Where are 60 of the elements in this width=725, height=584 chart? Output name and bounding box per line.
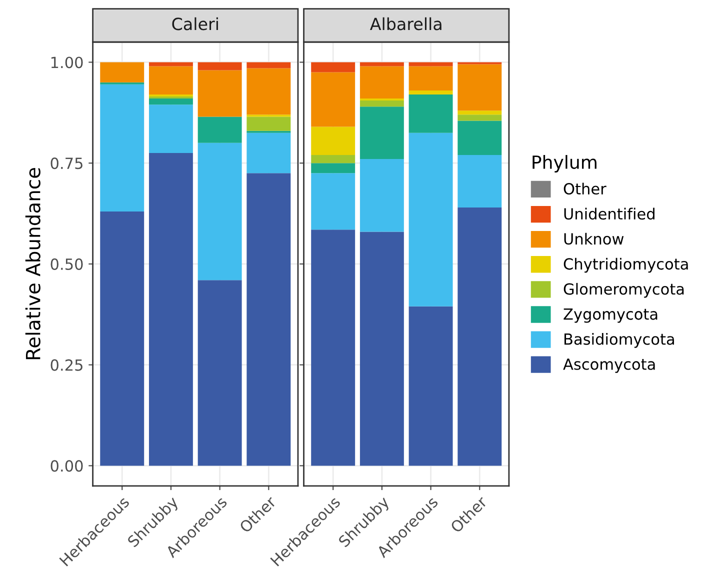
bar <box>100 212 144 466</box>
bar <box>360 66 404 99</box>
bar <box>458 207 502 466</box>
bar <box>148 98 193 105</box>
bar <box>246 132 291 174</box>
y-tick-label: 0.75 <box>50 158 82 170</box>
bar <box>246 116 291 131</box>
bar <box>311 126 356 156</box>
bar <box>360 62 404 66</box>
chart-title: Albarella <box>370 17 442 30</box>
legend-label: Unidentified <box>564 208 654 220</box>
bar <box>311 163 356 174</box>
bar <box>458 64 502 111</box>
legend-label: Unknow <box>564 232 624 245</box>
bar <box>100 62 144 82</box>
chart-title: Caleri <box>172 17 218 30</box>
bar <box>458 110 502 115</box>
bar <box>360 106 404 160</box>
legend-title: Phylum <box>532 155 596 172</box>
bar <box>100 84 144 212</box>
bar <box>246 62 291 68</box>
bar <box>458 114 502 121</box>
bar <box>311 173 356 230</box>
bar <box>311 72 356 127</box>
bar <box>408 90 453 94</box>
y-tick-label: 0.00 <box>50 460 83 472</box>
bar <box>311 155 356 164</box>
bar <box>408 62 453 66</box>
bar <box>246 173 291 466</box>
bar <box>360 232 404 466</box>
bar <box>458 155 502 208</box>
bar <box>198 70 242 117</box>
y-tick-label: 0.50 <box>50 258 83 270</box>
y-tick-label: 1.00 <box>51 56 83 68</box>
bar <box>198 280 242 466</box>
legend-label: Ascomycota <box>563 358 655 373</box>
y-tick-label: 0.25 <box>50 359 82 371</box>
bar <box>408 306 453 466</box>
bar <box>148 62 193 66</box>
legend-label: Zygomycota <box>564 308 658 323</box>
bar <box>408 132 453 306</box>
bar <box>246 68 291 115</box>
bar <box>360 100 404 107</box>
bar <box>458 120 502 156</box>
legend-label: Glomeromycota <box>564 282 684 298</box>
bar <box>311 230 356 466</box>
legend-label: Chytridiomycota <box>564 258 688 273</box>
legend-label: Other <box>564 182 606 195</box>
bar <box>198 62 242 70</box>
bar <box>148 153 193 466</box>
bar <box>148 104 193 154</box>
bar <box>198 116 242 143</box>
bar <box>198 142 242 280</box>
legend-label: Basidiomycota <box>564 333 674 348</box>
bar <box>408 66 453 90</box>
bar <box>311 62 356 72</box>
bar <box>408 94 453 133</box>
bar <box>360 159 404 232</box>
y-axis-title: Relative Abundance <box>25 168 40 360</box>
bar <box>148 66 193 94</box>
